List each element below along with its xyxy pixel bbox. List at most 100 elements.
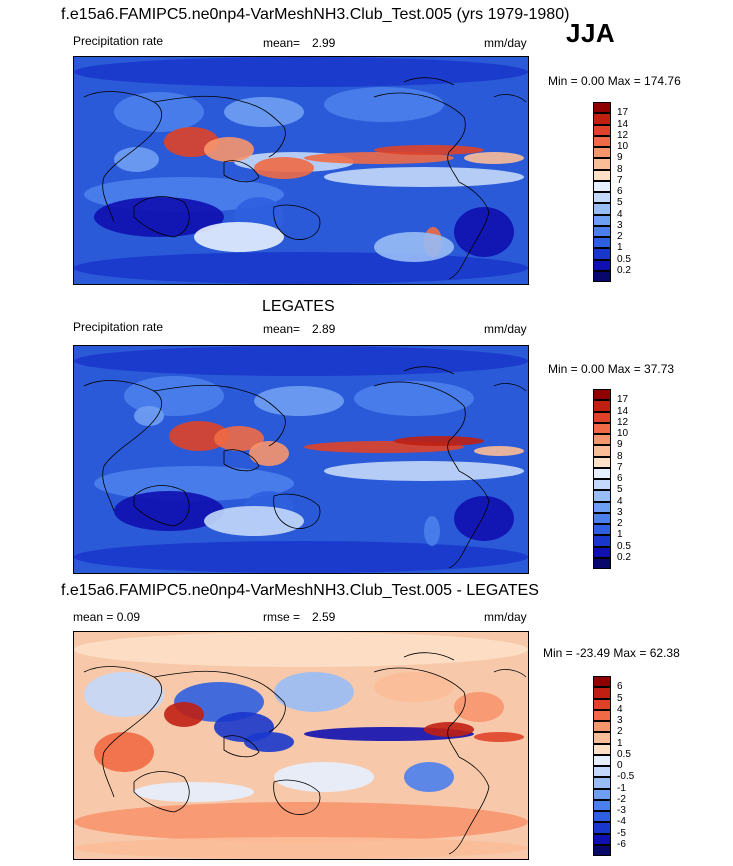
colorbar-swatch	[593, 203, 611, 215]
colorbar-swatch	[593, 147, 611, 159]
panel2-colorbar: 17 14 12 10 9 8 7 6 5 4 3 2 1 0.5 0.2	[593, 389, 631, 569]
colorbar-tick-label: 5	[617, 484, 623, 496]
panel1-units: mm/day	[484, 36, 527, 50]
colorbar-swatch	[593, 214, 611, 226]
colorbar-swatch	[593, 687, 611, 699]
colorbar-swatch	[593, 833, 611, 845]
colorbar-tick-label: -0.5	[617, 771, 635, 783]
colorbar-swatch	[593, 237, 611, 249]
colorbar-tick-label: 3	[617, 715, 623, 726]
colorbar-tick-label: 17	[617, 394, 629, 406]
colorbar-tick-label: -1	[617, 782, 626, 794]
colorbar-tick-label: 2	[617, 231, 623, 242]
colorbar-swatch	[593, 799, 611, 811]
panel2-mean-value: 2.89	[312, 322, 336, 336]
panel2-units: mm/day	[484, 322, 527, 336]
colorbar-swatch	[593, 546, 611, 558]
colorbar-tick-label: 1	[617, 737, 623, 749]
panel1-colorbar: 17 14 12 10 9 8 7 6 5 4 3 2 1 0.5 0.2	[593, 102, 631, 282]
colorbar-tick-label: 0.5	[617, 748, 631, 760]
colorbar-tick-label: 10	[617, 428, 629, 439]
colorbar-swatch	[593, 557, 611, 569]
colorbar-tick-label: 12	[617, 129, 629, 141]
panel3-units: mm/day	[484, 610, 527, 624]
colorbar-swatch	[593, 225, 611, 237]
colorbar-tick-label: 14	[617, 118, 629, 130]
panel2-variable-label: Precipitation rate	[73, 320, 164, 334]
panel3-rmse-label: rmse =	[263, 610, 301, 624]
colorbar-swatch	[593, 422, 611, 434]
colorbar-tick-label: 8	[617, 163, 623, 175]
colorbar-swatch	[593, 113, 611, 125]
colorbar-swatch	[593, 270, 611, 282]
colorbar-tick-label: 4	[617, 208, 623, 220]
colorbar-tick-label: 14	[617, 405, 629, 417]
colorbar-tick-label: 0.5	[617, 253, 631, 265]
colorbar-swatch	[593, 709, 611, 721]
colorbar-tick-label: 9	[617, 152, 623, 164]
colorbar-swatch	[593, 524, 611, 536]
panel3-colorbar: 6 5 4 3 2 1 0.5 0 -0.5 -1 -2 -3 -4 -5 -6	[593, 676, 634, 856]
colorbar-swatch	[593, 743, 611, 755]
colorbar-swatch	[593, 124, 611, 136]
colorbar-tick-label: 1	[617, 529, 623, 541]
colorbar-tick-label: 9	[617, 439, 623, 451]
colorbar-tick-label: 6	[617, 681, 623, 693]
colorbar-tick-label: 2	[617, 726, 623, 738]
colorbar-tick-label: 7	[617, 174, 623, 186]
panel1-mean-value: 2.99	[312, 36, 336, 50]
colorbar-swatch	[593, 676, 611, 688]
colorbar-swatch	[593, 822, 611, 834]
colorbar-swatch	[593, 467, 611, 479]
panel1-mean-label: mean=	[263, 36, 301, 50]
colorbar-swatch	[593, 456, 611, 468]
panel1-minmax: Min = 0.00 Max = 174.76	[548, 74, 681, 88]
colorbar-tick-label: 5	[617, 197, 623, 209]
colorbar-swatch	[593, 754, 611, 766]
colorbar-tick-label: 4	[617, 495, 623, 507]
colorbar-swatch	[593, 732, 611, 744]
colorbar-tick-label: 3	[617, 219, 623, 231]
colorbar-swatch	[593, 479, 611, 491]
colorbar-tick-label: -4	[617, 816, 626, 828]
colorbar-swatch	[593, 411, 611, 423]
colorbar-swatch	[593, 501, 611, 513]
colorbar-tick-label: 0.2	[617, 264, 631, 276]
colorbar-tick-label: -3	[617, 805, 626, 816]
colorbar-tick-label: 0.5	[617, 540, 631, 552]
colorbar-swatch	[593, 135, 611, 147]
colorbar-tick-label: 10	[617, 141, 629, 152]
colorbar-swatch	[593, 788, 611, 800]
panel3-rmse-value: 2.59	[312, 610, 336, 624]
colorbar-swatch	[593, 169, 611, 181]
colorbar-tick-label: 17	[617, 107, 629, 119]
colorbar-tick-label: 2	[617, 518, 623, 529]
panel2-title: LEGATES	[262, 298, 335, 315]
colorbar-swatch	[593, 389, 611, 401]
colorbar-tick-label: 1	[617, 242, 623, 254]
colorbar-tick-label: 6	[617, 186, 623, 197]
panel1-title: f.e15a6.FAMIPC5.ne0np4-VarMeshNH3.Club_T…	[61, 6, 570, 23]
panel3-minmax: Min = -23.49 Max = 62.38	[543, 646, 680, 660]
colorbar-swatch	[593, 259, 611, 271]
panel2-precipitation-map	[73, 345, 529, 574]
colorbar-tick-label: 0	[617, 760, 623, 771]
colorbar-tick-label: 3	[617, 506, 623, 518]
colorbar-swatch	[593, 777, 611, 789]
colorbar-swatch	[593, 490, 611, 502]
colorbar-swatch	[593, 721, 611, 733]
colorbar-swatch	[593, 400, 611, 412]
colorbar-tick-label: 6	[617, 473, 623, 484]
season-label: JJA	[566, 18, 616, 48]
panel2-minmax: Min = 0.00 Max = 37.73	[548, 362, 675, 376]
panel1-variable-label: Precipitation rate	[73, 34, 164, 48]
panel1-precipitation-map	[73, 56, 529, 285]
colorbar-swatch	[593, 535, 611, 547]
colorbar-tick-label: 7	[617, 461, 623, 473]
colorbar-swatch	[593, 445, 611, 457]
colorbar-swatch	[593, 248, 611, 260]
colorbar-swatch	[593, 192, 611, 204]
colorbar-tick-label: 0.2	[617, 551, 631, 563]
colorbar-swatch	[593, 434, 611, 446]
colorbar-swatch	[593, 844, 611, 856]
